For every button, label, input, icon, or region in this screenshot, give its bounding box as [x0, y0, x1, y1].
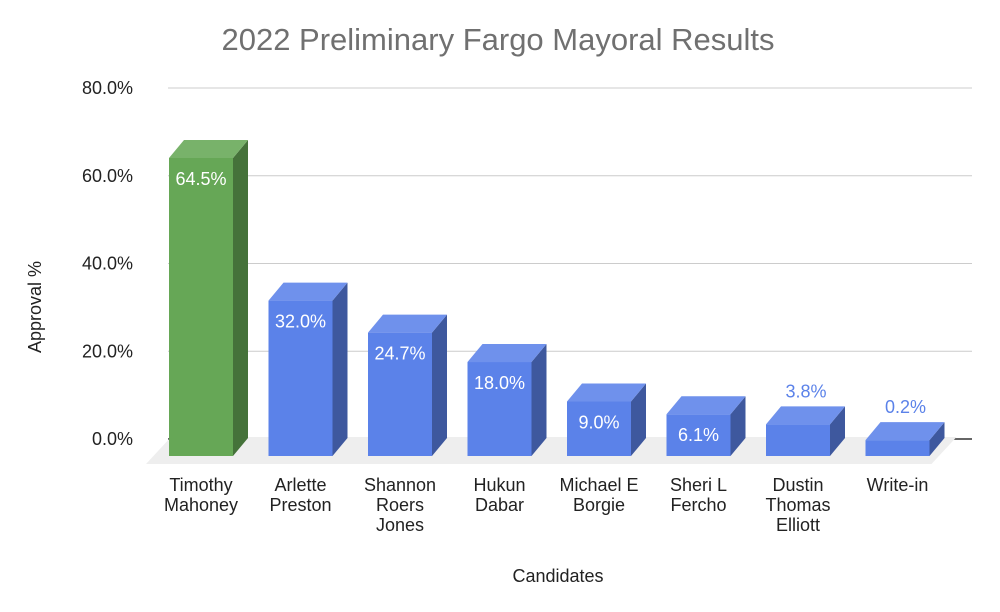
x-category-line: Thomas — [765, 495, 830, 515]
x-category-line: Dustin — [772, 475, 823, 495]
bar-top — [169, 140, 248, 159]
x-axis-label: Candidates — [512, 566, 603, 586]
x-category-line: Timothy — [169, 475, 232, 495]
bar-side — [631, 383, 646, 456]
chart-floor — [146, 437, 957, 464]
x-category-label: Michael E Borgie — [559, 475, 638, 515]
bar-front — [567, 401, 631, 456]
x-category-label: Write-in — [867, 475, 929, 495]
x-category-line: Michael E — [559, 475, 638, 495]
data-label: 6.1% — [678, 425, 719, 445]
x-category-label: Sheri L Fercho — [670, 475, 727, 515]
x-category-label: Dustin Thomas Elliott — [765, 475, 830, 535]
bar-front — [169, 158, 233, 456]
data-label: 18.0% — [474, 373, 525, 393]
bar-front — [368, 332, 432, 456]
x-category-line: Borgie — [573, 495, 625, 515]
bar-front — [766, 424, 830, 456]
data-label: 24.7% — [374, 344, 425, 364]
x-category-line: Sheri L — [670, 475, 727, 495]
bar-top — [268, 282, 348, 301]
y-axis-ticks: 0.0% 20.0% 40.0% 60.0% 80.0% — [82, 78, 133, 449]
bar-1 — [169, 140, 248, 456]
data-label: 64.5% — [175, 169, 226, 189]
chart-title: 2022 Preliminary Fargo Mayoral Results — [221, 22, 774, 57]
bar-front — [865, 440, 930, 456]
bar-side — [332, 282, 348, 456]
bar-top — [467, 344, 547, 363]
bar-front — [467, 362, 532, 456]
x-category-line: Fercho — [670, 495, 726, 515]
bar-front — [268, 300, 333, 456]
x-axis-categories: Timothy Mahoney Arlette Preston Shannon Roers… — [164, 475, 928, 535]
x-category-line: Shannon — [364, 475, 436, 495]
bar-top — [666, 396, 746, 415]
data-label: 0.2% — [885, 397, 926, 417]
bar-side — [730, 396, 746, 456]
y-tick-label: 60.0% — [82, 166, 133, 186]
bar-4 — [467, 344, 547, 456]
bar-side — [233, 140, 248, 456]
bar-2 — [268, 282, 348, 456]
x-category-label: Timothy Mahoney — [164, 475, 238, 515]
data-label: 9.0% — [578, 413, 619, 433]
bar-6 — [666, 396, 746, 456]
bar-side — [432, 314, 447, 456]
x-category-label: Hukun Dabar — [473, 475, 525, 515]
bar-top — [368, 314, 447, 333]
x-category-line: Hukun — [473, 475, 525, 495]
data-label: 32.0% — [275, 312, 326, 332]
bar-side — [929, 422, 945, 456]
bar-top — [865, 422, 945, 441]
x-category-line: Roers — [376, 495, 424, 515]
bar-front — [666, 414, 731, 456]
y-tick-label: 80.0% — [82, 78, 133, 98]
y-axis-label: Approval % — [25, 261, 45, 353]
y-tick-label: 40.0% — [82, 254, 133, 274]
x-category-line: Preston — [269, 495, 331, 515]
bar-3 — [368, 314, 447, 456]
y-tick-label: 20.0% — [82, 341, 133, 361]
x-category-label: Shannon Roers Jones — [364, 475, 436, 535]
x-category-line: Jones — [376, 515, 424, 535]
bars: 64.5% 32.0% 24.7% 18.0% 9.0% 6.1% 3.8% 0.2% — [169, 140, 945, 456]
bar-5 — [567, 383, 646, 456]
data-label: 3.8% — [785, 381, 826, 401]
x-category-line: Write-in — [867, 475, 929, 495]
x-category-line: Elliott — [776, 515, 820, 535]
x-category-line: Dabar — [475, 495, 524, 515]
floor-plane — [146, 437, 957, 464]
x-category-line: Mahoney — [164, 495, 238, 515]
bar-top — [766, 406, 845, 425]
bar-7 — [766, 406, 845, 456]
y-tick-label: 0.0% — [92, 429, 133, 449]
x-category-label: Arlette Preston — [269, 475, 331, 515]
x-category-line: Arlette — [274, 475, 326, 495]
bar-side — [830, 406, 845, 456]
bar-8 — [865, 422, 945, 456]
bar-top — [567, 383, 646, 402]
bar-side — [531, 344, 547, 456]
